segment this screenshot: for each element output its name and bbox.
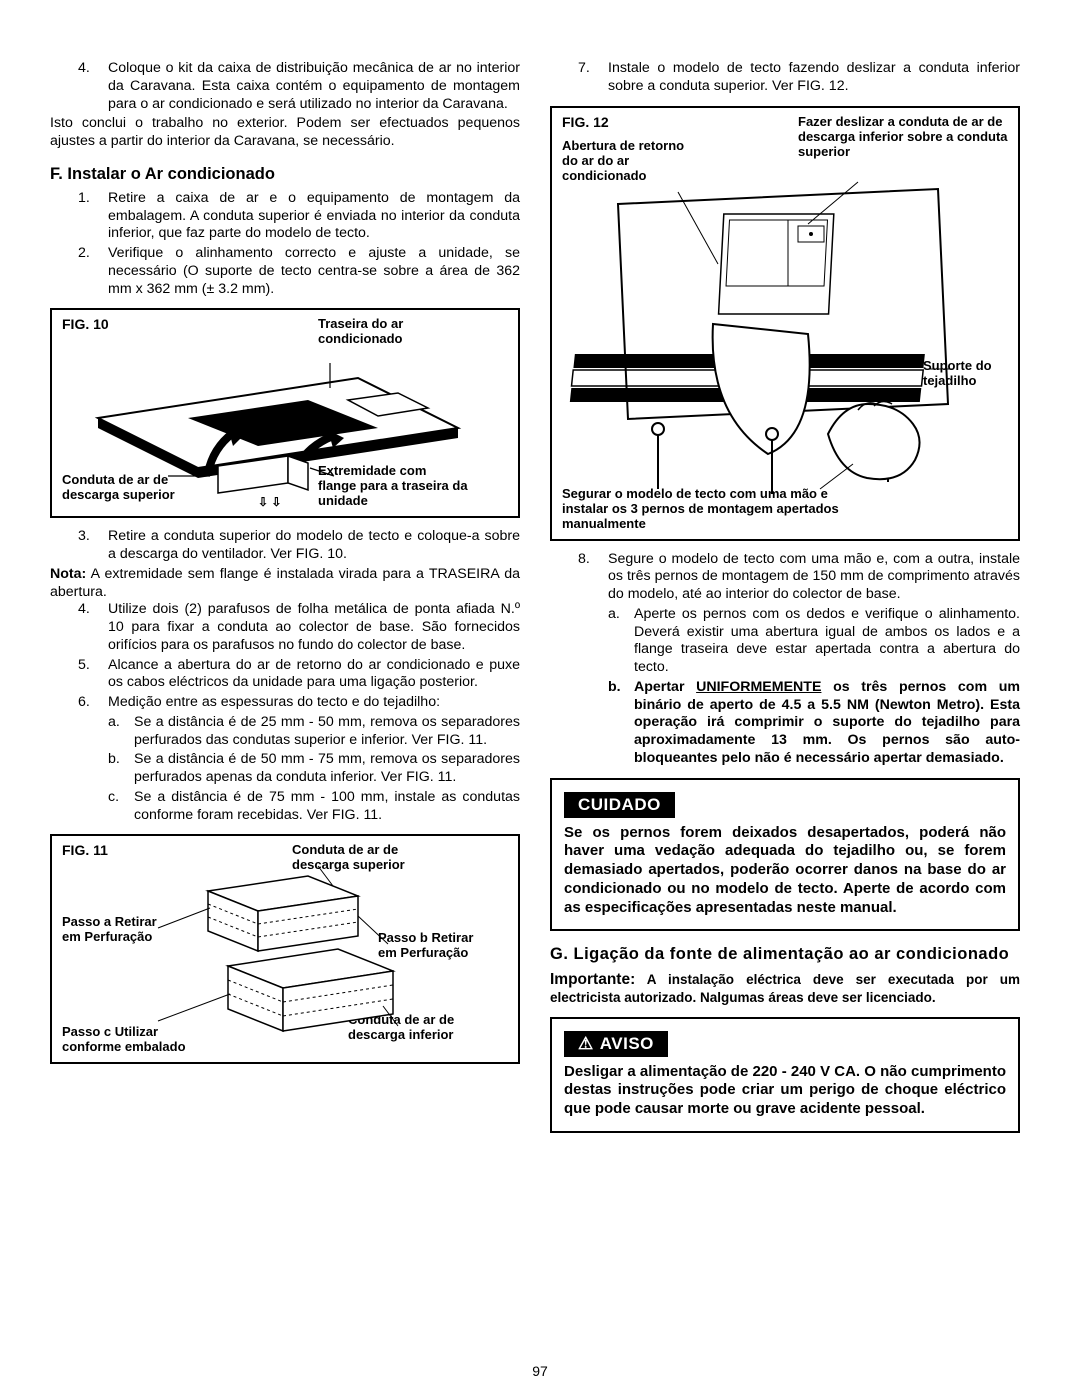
page-columns: 4. Coloque o kit da caixa de distribuiçã… [50, 60, 1030, 1133]
cuidado-text: Se os pernos forem deixados desapertados… [564, 824, 1006, 918]
figure-label: FIG. 12 [562, 114, 609, 130]
figure-callout: Conduta de ar de descarga superior [62, 472, 192, 502]
importante: Importante: A instalação eléctrica deve … [550, 970, 1020, 1006]
list-item: 6.Medição entre as espessuras do tecto e… [78, 694, 520, 712]
aviso-box: AVISO Desligar a alimentação de 220 - 24… [550, 1017, 1020, 1133]
paragraph: Isto conclui o trabalho no exterior. Pod… [50, 115, 520, 151]
note: Nota: A extremidade sem flange é instala… [50, 566, 520, 602]
list-item: 4. Coloque o kit da caixa de distribuiçã… [78, 60, 520, 113]
aviso-badge: AVISO [564, 1031, 668, 1057]
left-column: 4. Coloque o kit da caixa de distribuiçã… [50, 60, 520, 1133]
list-item: 1.Retire a caixa de ar e o equipamento d… [78, 190, 520, 243]
figure-10: FIG. 10 Traseira do ar condicionado [50, 308, 520, 518]
list-item: 7.Instale o modelo de tecto fazendo desl… [578, 60, 1020, 96]
list-item: 3.Retire a conduta superior do modelo de… [78, 528, 520, 564]
list-subitem: a.Aperte os pernos com os dedos e verifi… [608, 606, 1020, 677]
figure-12: FIG. 12 Fazer deslizar a conduta de ar d… [550, 106, 1020, 541]
svg-text:⇩ ⇩: ⇩ ⇩ [258, 495, 281, 508]
list-item: 2.Verifique o alinhamento correcto e aju… [78, 245, 520, 298]
figure-callout: Extremidade com flange para a traseira d… [318, 463, 468, 508]
figure-11: FIG. 11 Conduta de ar de descarga superi… [50, 834, 520, 1064]
list-item: 4.Utilize dois (2) parafusos de folha me… [78, 601, 520, 654]
cuidado-box: CUIDADO Se os pernos forem deixados desa… [550, 778, 1020, 932]
page-number: 97 [0, 1363, 1080, 1379]
text: Coloque o kit da caixa de distribuição m… [108, 60, 520, 113]
list-item: 5.Alcance a abertura do ar de retorno do… [78, 657, 520, 693]
cuidado-badge: CUIDADO [564, 792, 675, 818]
list-subitem: c.Se a distância é de 75 mm - 100 mm, in… [108, 789, 520, 825]
list-item: 8.Segure o modelo de tecto com uma mão e… [578, 551, 1020, 604]
aviso-text: Desligar a alimentação de 220 - 240 V CA… [564, 1063, 1006, 1119]
list-subitem: a.Se a distância é de 25 mm - 50 mm, rem… [108, 714, 520, 750]
right-column: 7.Instale o modelo de tecto fazendo desl… [550, 60, 1020, 1133]
section-heading-f: F. Instalar o Ar condicionado [50, 165, 520, 184]
section-heading-g: G. Ligação da fonte de alimentação ao ar… [550, 945, 1020, 964]
list-subitem: b.Se a distância é de 50 mm - 75 mm, rem… [108, 751, 520, 787]
list-subitem: b.Apertar UNIFORMEMENTE os três pernos c… [608, 679, 1020, 768]
